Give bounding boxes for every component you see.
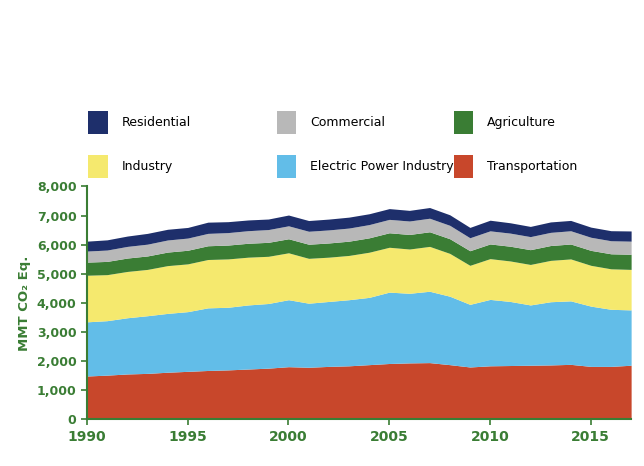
Text: Agriculture: Agriculture — [487, 116, 556, 129]
FancyBboxPatch shape — [454, 155, 473, 178]
FancyBboxPatch shape — [277, 155, 296, 178]
Text: Electric Power Industry: Electric Power Industry — [310, 160, 453, 173]
FancyBboxPatch shape — [277, 111, 296, 134]
Text: Residential: Residential — [122, 116, 191, 129]
Y-axis label: MMT CO₂ Eq.: MMT CO₂ Eq. — [18, 255, 31, 350]
Text: Transportation: Transportation — [487, 160, 578, 173]
FancyBboxPatch shape — [88, 155, 108, 178]
FancyBboxPatch shape — [454, 111, 473, 134]
FancyBboxPatch shape — [88, 111, 108, 134]
Text: Allocated to Economic Sectors: Allocated to Economic Sectors — [340, 69, 625, 87]
Text: U.S. Greenhouse Gas Emissions: U.S. Greenhouse Gas Emissions — [19, 21, 538, 48]
Text: Industry: Industry — [122, 160, 173, 173]
Text: Commercial: Commercial — [310, 116, 385, 129]
